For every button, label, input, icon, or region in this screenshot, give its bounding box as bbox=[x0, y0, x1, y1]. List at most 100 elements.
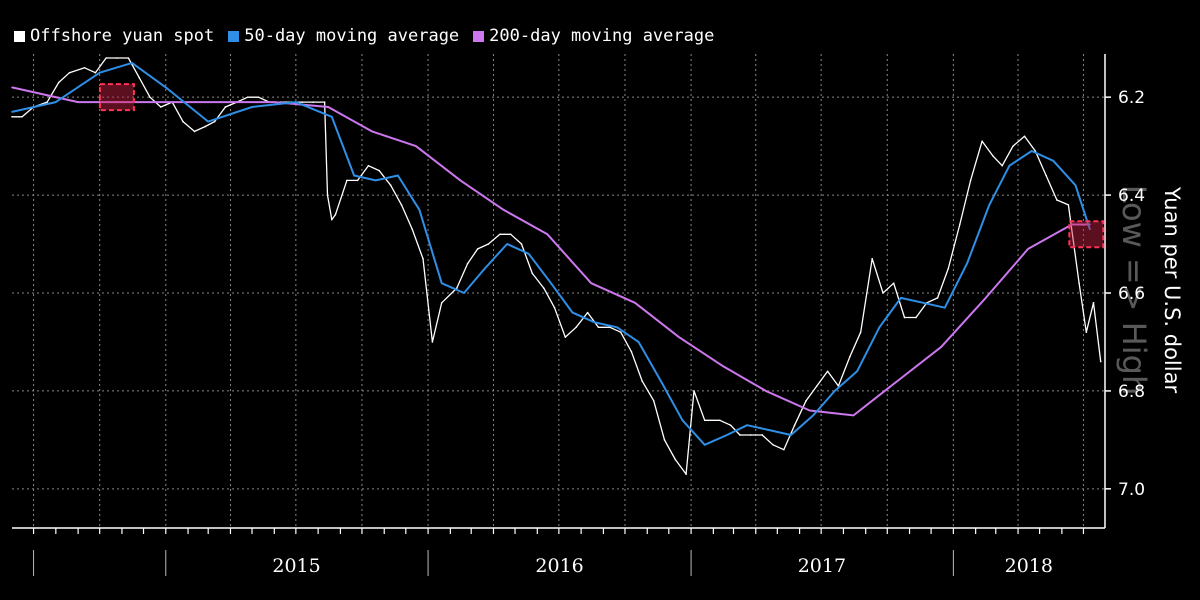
x-year-label-2016: 2016 bbox=[535, 555, 583, 577]
series-2-point bbox=[722, 365, 725, 368]
series-0-point bbox=[782, 448, 785, 451]
series-0-point bbox=[761, 434, 764, 436]
series-0-point bbox=[882, 292, 884, 294]
series-0-point bbox=[849, 355, 851, 358]
series-0-point bbox=[46, 101, 49, 103]
series-0-point bbox=[729, 424, 732, 426]
series-0-point bbox=[1045, 174, 1047, 177]
series-0-point bbox=[663, 439, 666, 441]
series-0-point bbox=[981, 140, 983, 143]
series-2-point bbox=[459, 179, 462, 182]
series-0-point bbox=[466, 262, 469, 265]
series-0-point bbox=[193, 130, 196, 133]
series-0-point bbox=[440, 301, 443, 304]
legend-swatch-50day bbox=[228, 30, 240, 42]
series-0-point bbox=[159, 106, 162, 108]
series-0-point bbox=[330, 218, 333, 221]
series-2-point bbox=[896, 380, 899, 382]
series-2-point bbox=[1027, 248, 1029, 250]
series-0-point bbox=[586, 311, 589, 314]
series-0-point bbox=[21, 115, 23, 118]
series-1-point bbox=[966, 262, 968, 265]
series-1-point bbox=[463, 292, 465, 294]
series-0-point bbox=[674, 458, 677, 461]
series-0-point bbox=[346, 179, 348, 182]
series-1-point bbox=[207, 120, 209, 123]
series-0-point bbox=[149, 96, 151, 98]
series-1-point bbox=[440, 282, 443, 285]
series-0-point bbox=[575, 326, 577, 329]
y-tick-label-6.2: 6.2 bbox=[1118, 88, 1145, 108]
series-1-point bbox=[484, 267, 486, 270]
series-0-point bbox=[859, 331, 862, 333]
legend-item-200day: 200-day moving average bbox=[473, 26, 714, 46]
y-tick-label-6.4: 6.4 bbox=[1118, 186, 1145, 206]
series-0-point bbox=[400, 204, 403, 206]
series-0-point bbox=[105, 57, 107, 59]
series-2-point bbox=[852, 414, 855, 417]
crossover-box-0 bbox=[98, 83, 135, 112]
series-1-point bbox=[98, 71, 101, 74]
legend: Offshore yuan spot 50-day moving average… bbox=[14, 26, 714, 46]
series-0-point bbox=[323, 101, 326, 103]
series-1-point bbox=[330, 115, 333, 118]
series-0-point bbox=[749, 434, 752, 436]
series-1-point bbox=[726, 434, 728, 436]
series-1-point bbox=[1052, 160, 1055, 162]
crossover-markers bbox=[98, 83, 1105, 249]
series-2-point bbox=[207, 101, 209, 103]
series-2-point bbox=[546, 233, 549, 236]
series-2-point bbox=[273, 101, 276, 103]
series-0-point bbox=[487, 243, 490, 245]
series-0-point bbox=[619, 331, 622, 333]
series-0-point bbox=[915, 316, 917, 319]
series-1-point bbox=[616, 326, 618, 329]
series-1-point bbox=[131, 62, 133, 64]
series-1-point bbox=[11, 111, 13, 113]
series-2-point bbox=[371, 130, 373, 133]
crossover-box-1 bbox=[1068, 220, 1105, 249]
series-0-point bbox=[246, 96, 249, 98]
legend-label-spot: Offshore yuan spot bbox=[30, 26, 215, 46]
series-0-point bbox=[1092, 301, 1095, 304]
series-1-point bbox=[681, 419, 684, 422]
series-0-point bbox=[1012, 145, 1014, 147]
series-2-point bbox=[1089, 223, 1091, 226]
series-1-point bbox=[900, 297, 902, 299]
series-0-point bbox=[947, 267, 950, 270]
series-2-point bbox=[502, 208, 505, 211]
series-0-point bbox=[959, 223, 961, 226]
series-0-point bbox=[213, 120, 216, 123]
series-0-point bbox=[411, 228, 414, 231]
series-0-point bbox=[739, 434, 741, 436]
legend-swatch-200day bbox=[473, 30, 485, 42]
axes bbox=[12, 54, 1111, 529]
series-1-point bbox=[768, 429, 771, 431]
series-2-point bbox=[940, 346, 942, 348]
series-0-point bbox=[257, 96, 260, 98]
series-0-point bbox=[378, 169, 381, 172]
series-0-point bbox=[182, 120, 184, 123]
series-1-point bbox=[1030, 150, 1033, 152]
y-tick-label-6.6: 6.6 bbox=[1118, 284, 1145, 304]
series-1-point bbox=[353, 174, 355, 177]
series-0-point bbox=[11, 115, 13, 118]
series-0-point bbox=[224, 106, 227, 108]
series-2-point bbox=[678, 336, 680, 338]
series-1-point bbox=[878, 326, 881, 329]
legend-label-50day: 50-day moving average bbox=[244, 26, 460, 46]
series-0-point bbox=[127, 57, 130, 59]
series-0-point bbox=[476, 248, 479, 250]
series-0-point bbox=[793, 424, 796, 426]
x-year-label-2017: 2017 bbox=[798, 555, 846, 577]
series-2-point bbox=[1071, 223, 1073, 226]
y-tick-label-7.0: 7.0 bbox=[1118, 480, 1145, 500]
series-1-point bbox=[571, 311, 574, 314]
series-2-point bbox=[984, 297, 987, 299]
series-0-point bbox=[805, 399, 807, 402]
series-0-point bbox=[138, 76, 140, 79]
series-0-point bbox=[334, 213, 337, 216]
series-1-point bbox=[703, 443, 706, 446]
series-0-point bbox=[772, 443, 774, 446]
series-0-point bbox=[992, 155, 994, 157]
